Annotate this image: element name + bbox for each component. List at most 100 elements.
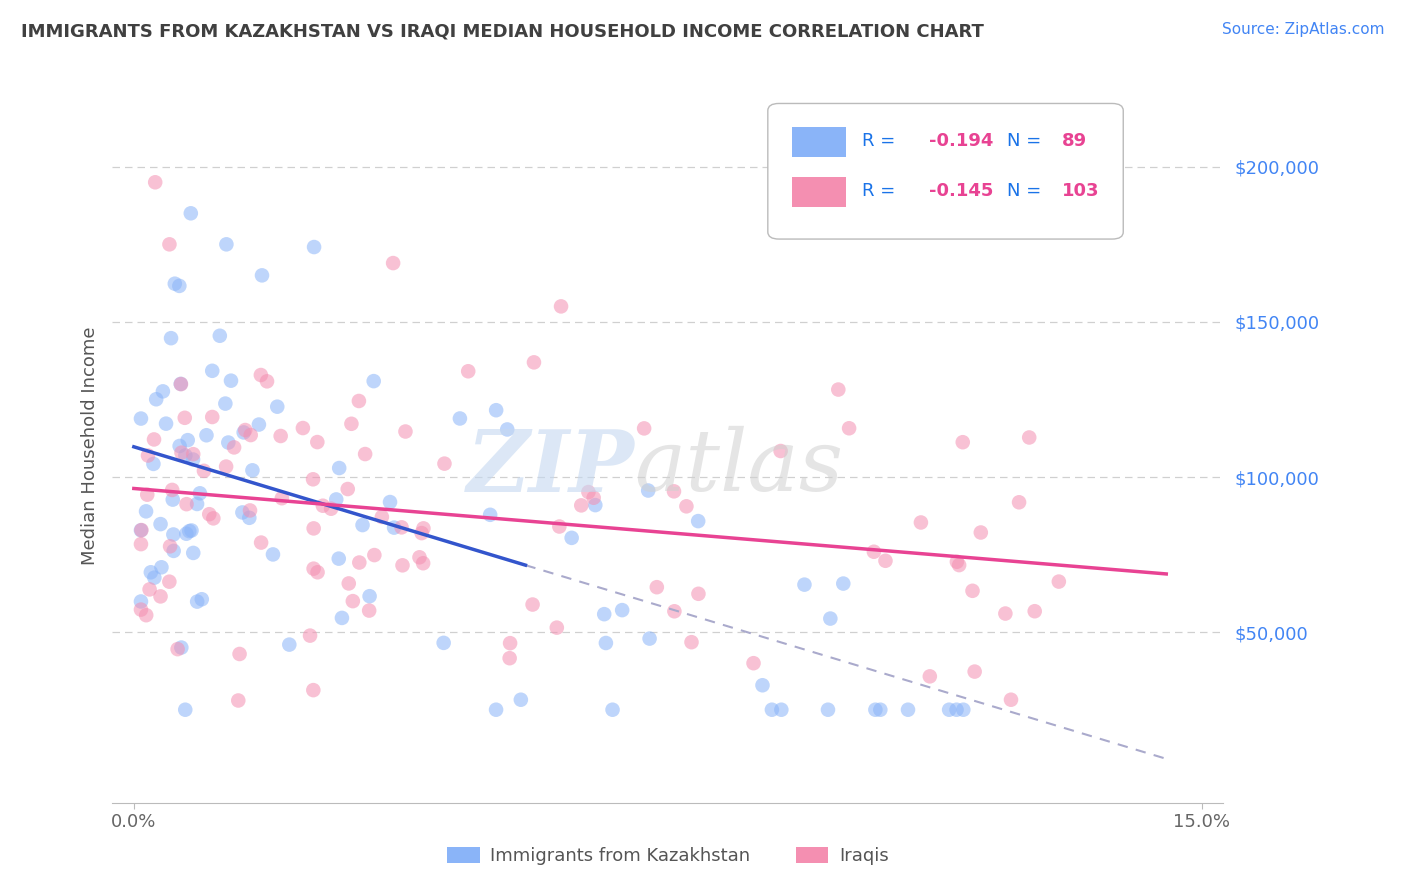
Text: N =: N = [1007,132,1046,150]
Point [181,546,204,560]
Point [675,500,697,514]
FancyBboxPatch shape [768,103,1123,239]
Point [152,384,174,399]
FancyBboxPatch shape [792,177,845,207]
Text: R =: R = [862,132,901,150]
Point [160,483,183,497]
Point [330,611,353,625]
Point [302,683,325,698]
Point [149,517,172,532]
Text: ZIP: ZIP [467,425,634,509]
Point [485,403,508,417]
Point [994,607,1017,621]
Point [354,447,377,461]
Point [312,499,335,513]
Point [963,665,986,679]
Point [1024,604,1046,618]
Point [382,256,405,270]
Text: IMMIGRANTS FROM KAZAKHSTAN VS IRAQI MEDIAN HOUSEHOLD INCOME CORRELATION CHART: IMMIGRANTS FROM KAZAKHSTAN VS IRAQI MEDI… [21,22,984,40]
Point [247,417,270,432]
Point [302,472,325,486]
Point [479,508,502,522]
Point [162,527,184,541]
FancyBboxPatch shape [792,127,845,157]
Point [363,548,385,562]
Point [179,524,201,538]
Point [433,636,456,650]
Point [250,535,273,549]
Point [233,423,256,437]
Point [302,521,325,535]
Point [195,428,218,442]
Point [681,635,703,649]
Point [176,526,198,541]
Point [865,703,887,717]
Point [215,459,238,474]
Point [173,410,195,425]
Point [548,519,571,533]
Point [897,703,920,717]
Point [1000,692,1022,706]
Point [688,587,710,601]
Point [359,603,381,617]
Point [302,240,325,254]
Point [299,629,322,643]
Point [129,602,152,616]
Legend: Immigrants from Kazakhstan, Iraqis: Immigrants from Kazakhstan, Iraqis [440,839,896,872]
Point [1047,574,1070,589]
Point [231,505,253,519]
Point [583,498,606,512]
Point [412,556,434,570]
Point [157,574,180,589]
Point [378,495,401,509]
Text: 103: 103 [1062,182,1099,200]
Point [219,374,242,388]
Point [457,364,479,378]
Point [129,411,152,425]
Point [143,571,166,585]
Point [145,392,167,407]
Point [499,636,522,650]
Point [159,237,181,252]
Point [328,461,350,475]
Point [633,421,655,435]
Point [163,544,186,558]
Point [938,703,960,717]
Point [523,355,546,369]
Point [664,604,686,618]
Point [208,328,231,343]
Point [270,491,292,506]
Point [638,632,661,646]
Point [266,400,288,414]
Point [174,703,197,717]
Point [761,703,783,717]
Point [242,463,264,477]
Point [201,409,224,424]
Point [138,582,160,597]
Point [820,611,842,625]
Point [193,464,215,478]
Point [180,524,202,538]
Point [394,425,416,439]
Point [226,693,249,707]
Point [232,425,254,440]
Point [485,703,508,717]
Point [612,603,634,617]
Point [155,417,177,431]
Point [602,703,624,717]
Point [550,299,572,313]
Point [166,642,188,657]
Point [188,486,211,500]
Point [827,383,849,397]
Point [352,518,374,533]
Point [177,433,200,447]
Point [228,647,250,661]
Point [170,377,193,392]
Y-axis label: Median Household Income: Median Household Income [80,326,98,566]
Point [412,521,434,535]
Point [319,501,342,516]
Point [129,523,152,537]
Point [546,621,568,635]
Point [325,492,347,507]
Text: atlas: atlas [634,426,844,508]
